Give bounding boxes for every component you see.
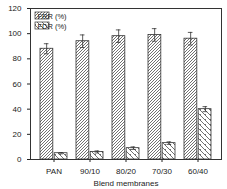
svg-text:PAN: PAN xyxy=(46,167,62,176)
svg-text:20: 20 xyxy=(13,130,22,139)
svg-text:100: 100 xyxy=(8,29,22,38)
svg-text:80: 80 xyxy=(13,54,22,63)
svg-text:60/40: 60/40 xyxy=(188,167,209,176)
svg-text:90/10: 90/10 xyxy=(80,167,101,176)
svg-text:80/20: 80/20 xyxy=(116,167,137,176)
svg-text:70/30: 70/30 xyxy=(152,167,173,176)
svg-text:40: 40 xyxy=(13,105,22,114)
svg-text:FRR (%): FRR (%) xyxy=(37,12,67,21)
svg-text:FDR (%): FDR (%) xyxy=(37,22,67,31)
svg-text:60: 60 xyxy=(13,80,22,89)
svg-text:Blend membranes: Blend membranes xyxy=(94,179,159,188)
svg-text:0: 0 xyxy=(17,155,22,164)
svg-text:120: 120 xyxy=(8,4,22,13)
